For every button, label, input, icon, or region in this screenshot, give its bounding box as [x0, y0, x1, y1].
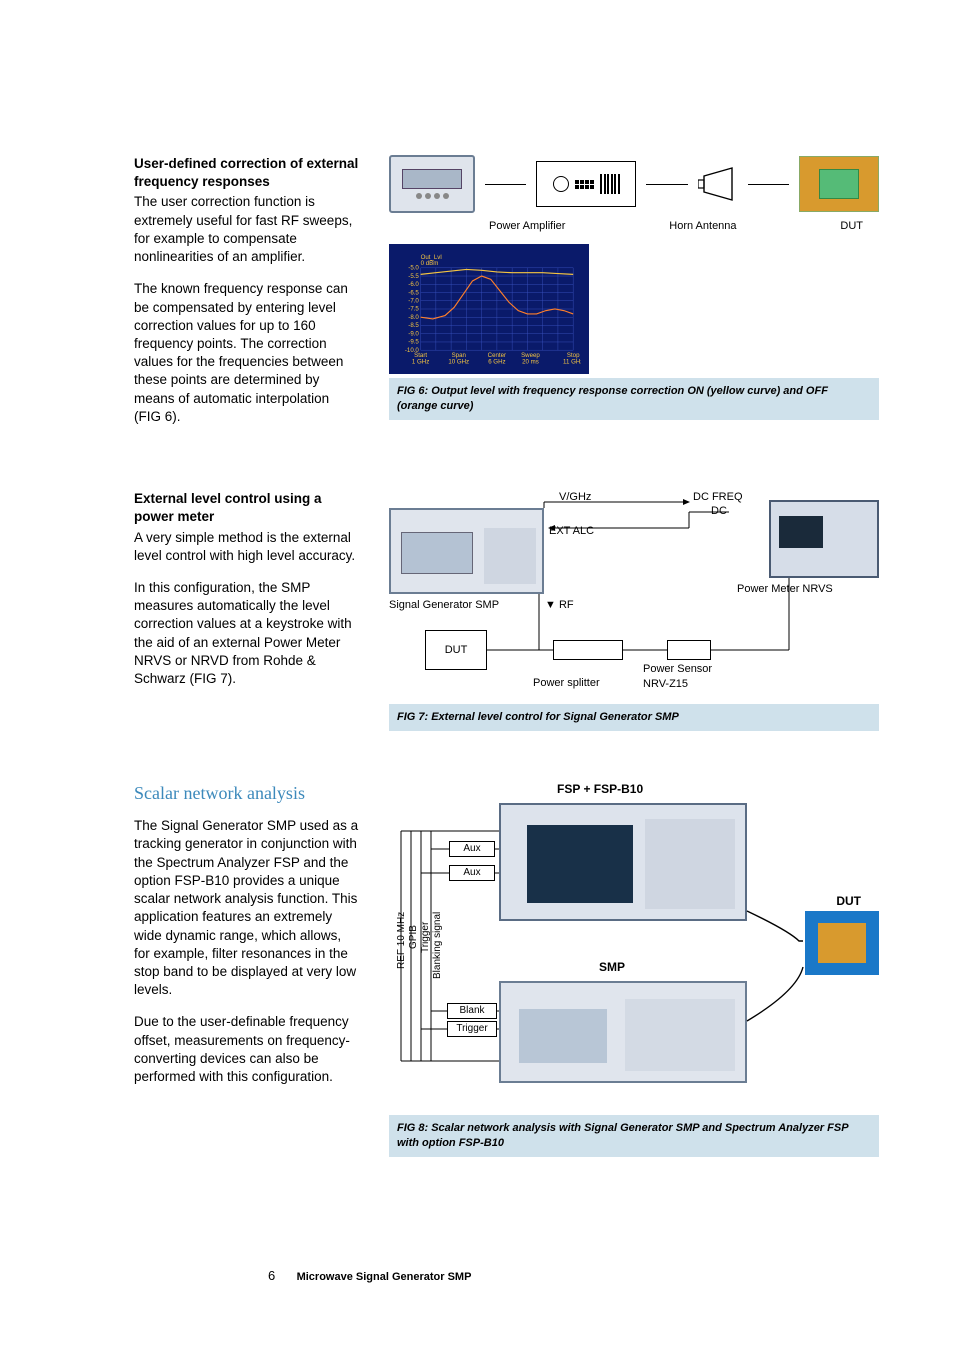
label-blanking: Blanking signal — [431, 912, 445, 979]
fig6-chain-labels: Power Amplifier Horn Antenna DUT — [389, 219, 879, 234]
para-2-1: A very simple method is the external lev… — [134, 529, 359, 565]
para-1-2: The known frequency response can be comp… — [134, 280, 359, 426]
para-3-2: Due to the user-definable frequency offs… — [134, 1013, 359, 1086]
horn-label: Horn Antenna — [669, 219, 736, 234]
label-fsp-top: FSP + FSP-B10 — [557, 781, 643, 797]
aux-port-1: Aux — [449, 841, 495, 857]
label-dut-fig8: DUT — [836, 893, 861, 909]
arrow-icon — [646, 184, 687, 185]
fig6-chart: Out_Lvl 0 dBm-10.0-9.5-9.0-8.5-8.0-7.5-7… — [389, 244, 589, 374]
svg-text:-6.5: -6.5 — [408, 289, 419, 296]
svg-text:-9.5: -9.5 — [408, 339, 419, 346]
footer-title: Microwave Signal Generator SMP — [297, 1271, 472, 1283]
text-column-2: External level control using a power met… — [134, 490, 359, 731]
label-smp: SMP — [599, 959, 625, 975]
page-footer: 6 Microwave Signal Generator SMP — [268, 1267, 471, 1285]
signal-generator-smp-icon — [499, 981, 747, 1083]
section-scalar-analysis: Scalar network analysis The Signal Gener… — [134, 781, 879, 1157]
svg-text:-7.5: -7.5 — [408, 306, 419, 313]
aux-port-2: Aux — [449, 865, 495, 881]
amp-label: Power Amplifier — [489, 219, 565, 234]
label-dcfreq: DC FREQ — [693, 490, 743, 505]
label-vghz: V/GHz — [559, 490, 591, 505]
trigger-port: Trigger — [447, 1021, 497, 1037]
svg-text:6 GHz: 6 GHz — [488, 358, 505, 365]
label-extalc: EXT ALC — [549, 524, 594, 539]
svg-text:-7.0: -7.0 — [408, 297, 419, 304]
subheading-2: External level control using a power met… — [134, 490, 359, 526]
label-sensor: Power Sensor NRV-Z15 — [643, 662, 733, 692]
svg-text:-5.0: -5.0 — [408, 264, 419, 271]
horn-antenna-icon — [698, 164, 738, 204]
label-dc: DC — [711, 504, 727, 519]
figure-6-area: Power Amplifier Horn Antenna DUT Out_Lvl… — [389, 155, 879, 440]
arrow-icon — [748, 184, 789, 185]
svg-text:-9.0: -9.0 — [408, 330, 419, 337]
label-pm: Power Meter NRVS — [737, 582, 833, 597]
fig6-signal-chain — [389, 155, 879, 213]
label-splitter: Power splitter — [533, 676, 600, 691]
svg-text:0 dBm: 0 dBm — [421, 260, 439, 267]
label-sg: Signal Generator SMP — [389, 598, 499, 613]
fig7-caption: FIG 7: External level control for Signal… — [389, 704, 879, 731]
fig8-caption: FIG 8: Scalar network analysis with Sign… — [389, 1115, 879, 1157]
svg-text:1 GHz: 1 GHz — [412, 358, 429, 365]
svg-text:-6.0: -6.0 — [408, 281, 419, 288]
section-external-level: External level control using a power met… — [134, 490, 879, 731]
svg-text:10 GHz: 10 GHz — [448, 358, 469, 365]
svg-text:-8.5: -8.5 — [408, 322, 419, 329]
subheading-1: User-defined correction of external freq… — [134, 155, 359, 191]
dut-photo-icon — [805, 911, 879, 975]
label-rf: ▼ RF — [545, 598, 574, 613]
para-1-1: The user correction function is extremel… — [134, 193, 359, 266]
text-column-3: Scalar network analysis The Signal Gener… — [134, 781, 359, 1157]
dut-label: DUT — [840, 219, 863, 234]
para-3-1: The Signal Generator SMP used as a track… — [134, 817, 359, 999]
svg-text:11 GHz: 11 GHz — [563, 358, 581, 365]
dut-icon — [799, 156, 879, 212]
page-number: 6 — [268, 1268, 275, 1283]
power-amplifier-icon — [536, 161, 636, 207]
page: User-defined correction of external freq… — [134, 155, 879, 1285]
section-title-scalar: Scalar network analysis — [134, 781, 359, 805]
svg-text:20 ms: 20 ms — [522, 358, 539, 365]
fig7-diagram: DUT — [389, 490, 879, 700]
figure-7-area: DUT — [389, 490, 879, 731]
fig6-caption: FIG 6: Output level with frequency respo… — [389, 378, 879, 420]
arrow-icon — [485, 184, 526, 185]
figure-8-area: FSP + FSP-B10 Aux Aux SMP Blank Trigger … — [389, 781, 879, 1157]
signal-generator-icon — [389, 155, 475, 213]
svg-text:-5.5: -5.5 — [408, 273, 419, 280]
blank-port: Blank — [447, 1003, 497, 1019]
text-column-1: User-defined correction of external freq… — [134, 155, 359, 440]
section-user-correction: User-defined correction of external freq… — [134, 155, 879, 440]
spectrum-analyzer-fsp-icon — [499, 803, 747, 921]
fig8-diagram: FSP + FSP-B10 Aux Aux SMP Blank Trigger … — [389, 781, 879, 1111]
svg-text:-8.0: -8.0 — [408, 314, 419, 321]
para-2-2: In this configuration, the SMP measures … — [134, 579, 359, 688]
